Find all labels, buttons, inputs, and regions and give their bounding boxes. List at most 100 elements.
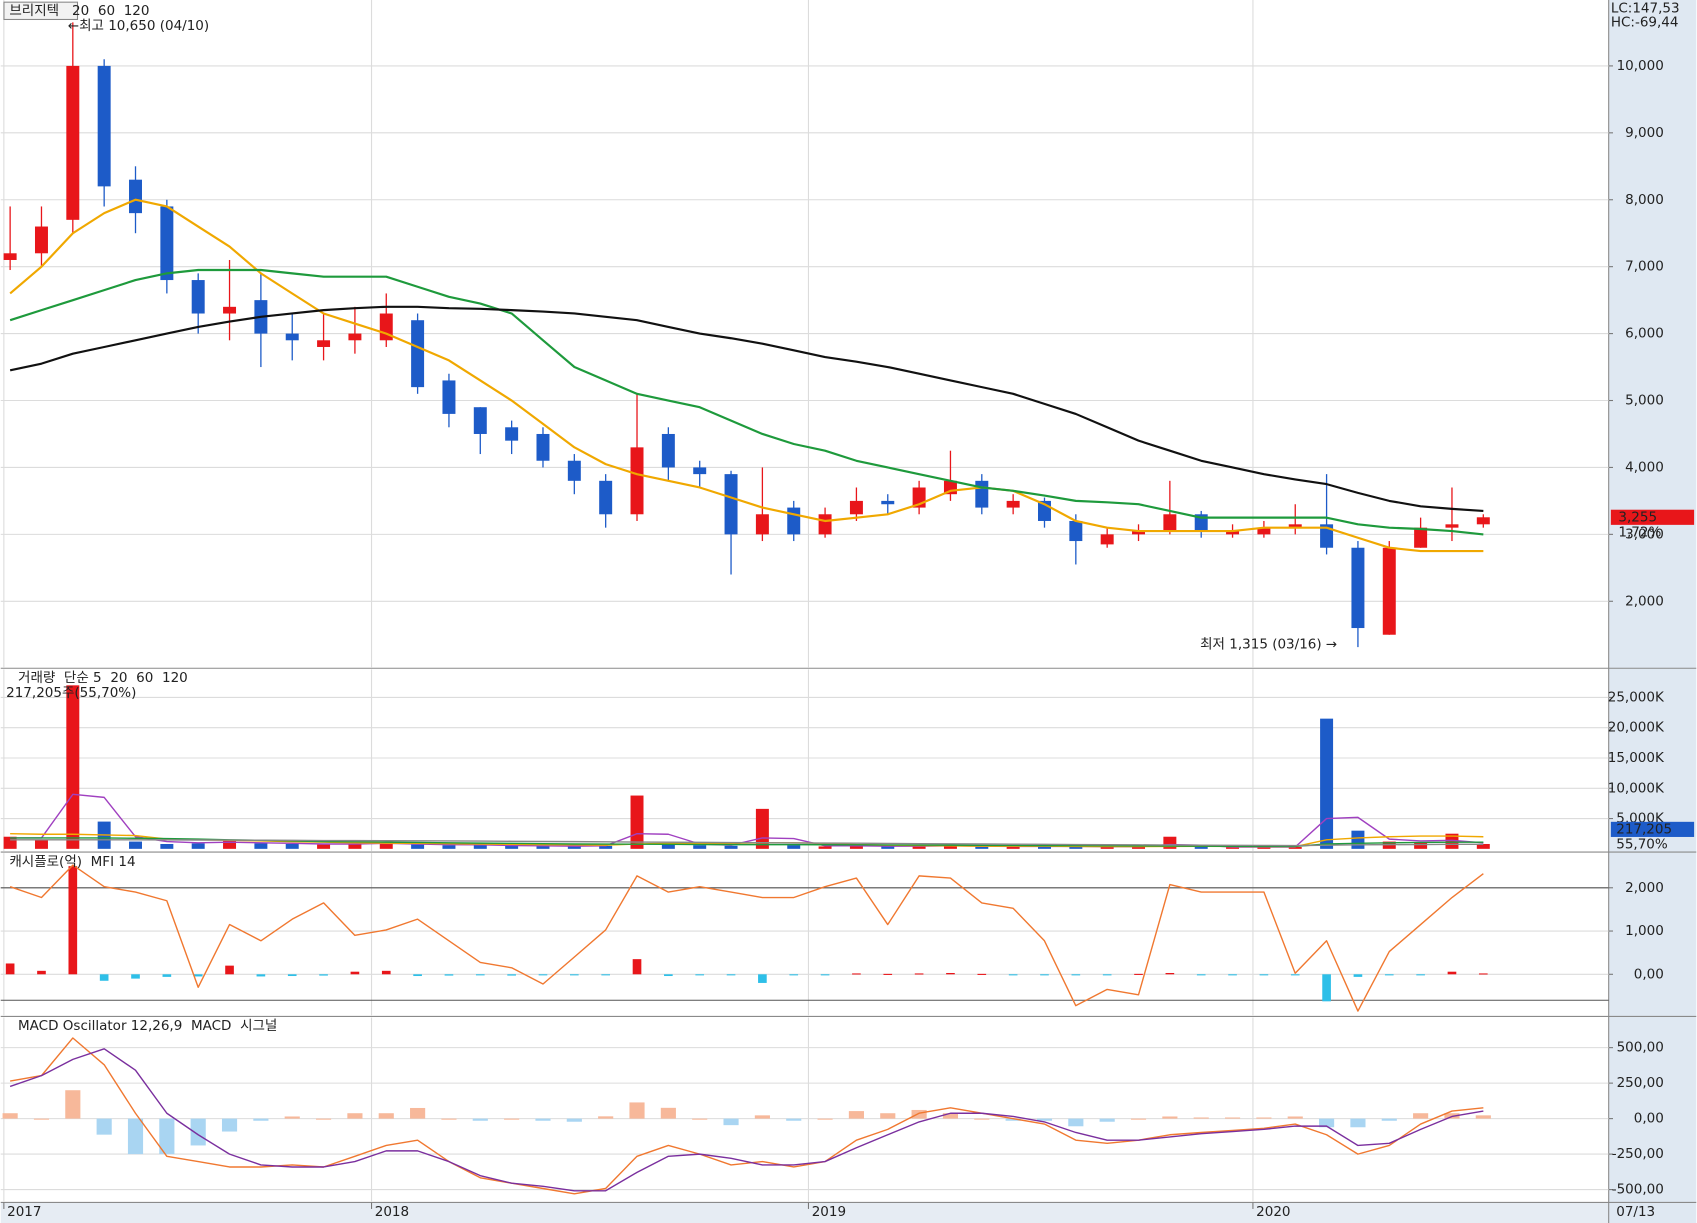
bar (1351, 830, 1365, 849)
bar (1288, 847, 1302, 849)
candle-body (599, 480, 613, 515)
bar (381, 970, 391, 975)
bar (786, 1118, 802, 1121)
change-label: 1,72% (1618, 524, 1661, 540)
series-line (9, 1048, 1484, 1192)
series-line (9, 864, 1484, 1012)
bar (818, 846, 832, 849)
candle-body (1226, 531, 1240, 535)
legend-entry: MFI 14 (91, 854, 136, 870)
bar (849, 845, 863, 849)
annotation: ←최고 10,650 (04/10) (68, 18, 209, 34)
bar (475, 974, 485, 976)
legend-entry: MACD (191, 1018, 231, 1034)
y-tick-label: 15,000K (1608, 750, 1665, 766)
bar (1257, 847, 1271, 849)
candle-body (1476, 517, 1490, 525)
annotation: 최저 1,315 (03/16) → (1200, 636, 1337, 652)
bar (160, 843, 174, 849)
bar (1100, 847, 1114, 849)
candle-body (1445, 524, 1459, 528)
bar (1381, 1118, 1397, 1121)
bar (1130, 1118, 1147, 1120)
candle-body (317, 340, 331, 347)
bar (131, 974, 140, 979)
bar (162, 974, 172, 977)
bar (914, 973, 924, 975)
y-tick-label: 250,00 (1617, 1075, 1664, 1091)
legend-title: 브리지텍 (9, 3, 59, 19)
bar (193, 974, 203, 977)
bar (223, 839, 237, 849)
bar (96, 1118, 112, 1135)
legend-entry: 60 (136, 670, 153, 686)
bar (1040, 974, 1049, 976)
bar (848, 1111, 864, 1119)
candle-body (1351, 547, 1365, 629)
bar (1476, 843, 1490, 849)
bar (348, 843, 362, 849)
bar (284, 1116, 300, 1119)
bar (566, 1118, 582, 1122)
bar (660, 1107, 676, 1119)
series-line (9, 268, 1484, 536)
candle-body (630, 447, 644, 515)
candle-body (442, 380, 456, 414)
candle-body (567, 460, 581, 481)
candle-body (66, 65, 80, 220)
bar (664, 974, 673, 977)
bar (5, 963, 15, 975)
bar (1322, 974, 1331, 1002)
bar (347, 1113, 363, 1119)
y-tick-label: -500,00 (1612, 1182, 1664, 1198)
bar (1319, 1118, 1335, 1128)
bar (942, 1113, 959, 1119)
bar (1099, 1118, 1115, 1122)
bar (883, 973, 893, 975)
bar (852, 973, 861, 975)
bar (693, 845, 707, 849)
legend-entry: 20 (110, 670, 127, 686)
bar (66, 685, 80, 849)
subtitle: 217,205주(55,70%) (6, 685, 136, 701)
bar (975, 845, 989, 849)
last-date-label: 07/13 (1616, 1204, 1655, 1220)
lc-label: LC:147,53 (1611, 1, 1680, 17)
bar (65, 1090, 81, 1119)
candle-body (1320, 524, 1334, 548)
last-volume-label: 217,205 (1616, 821, 1672, 837)
bar (1226, 847, 1240, 849)
candle-body (536, 433, 550, 461)
series-line (10, 1037, 1484, 1195)
candle-body (223, 306, 237, 314)
series-line (10, 839, 1484, 847)
x-tick-label: 2020 (1256, 1204, 1290, 1220)
legend-entry: 단순 5 (64, 670, 102, 686)
bar (974, 1118, 990, 1120)
x-tick-label: 2019 (812, 1204, 846, 1220)
bar (723, 1118, 739, 1126)
bar (379, 841, 393, 849)
bar (1194, 847, 1208, 849)
bar (601, 974, 610, 976)
bar (316, 1118, 332, 1120)
legend-entry: 120 (124, 3, 150, 19)
candle-body (3, 253, 17, 260)
bar (33, 1118, 50, 1120)
candle-body (755, 514, 769, 535)
bar (1259, 974, 1269, 976)
bar (287, 974, 297, 977)
bar (538, 974, 548, 976)
candle-body (191, 280, 205, 314)
bar (68, 866, 78, 975)
bar (1068, 1118, 1084, 1127)
candle-body (693, 467, 707, 475)
bar (1445, 833, 1459, 849)
bar (1320, 718, 1334, 849)
bar (1447, 971, 1457, 975)
last-volume-box (1610, 821, 1695, 837)
bar (881, 845, 895, 849)
bar (1478, 973, 1488, 975)
